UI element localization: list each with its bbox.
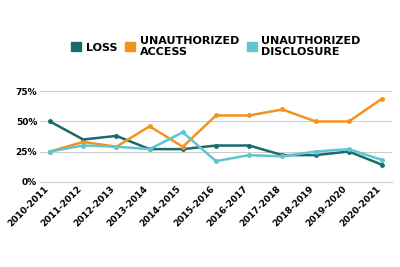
UNAUTHORIZED
ACCESS xyxy=(214,114,218,117)
UNAUTHORIZED
ACCESS xyxy=(380,97,384,100)
UNAUTHORIZED
DISCLOSURE xyxy=(247,154,252,157)
LOSS xyxy=(214,144,218,147)
LOSS xyxy=(180,147,185,151)
LOSS xyxy=(346,150,351,153)
UNAUTHORIZED
ACCESS xyxy=(247,114,252,117)
UNAUTHORIZED
ACCESS xyxy=(346,120,351,123)
UNAUTHORIZED
DISCLOSURE xyxy=(214,159,218,163)
LOSS xyxy=(114,134,119,138)
UNAUTHORIZED
DISCLOSURE xyxy=(147,147,152,151)
UNAUTHORIZED
ACCESS xyxy=(114,145,119,148)
UNAUTHORIZED
ACCESS xyxy=(180,145,185,148)
UNAUTHORIZED
ACCESS xyxy=(48,150,52,153)
UNAUTHORIZED
DISCLOSURE xyxy=(114,145,119,148)
LOSS xyxy=(280,154,285,157)
LOSS xyxy=(380,163,384,166)
UNAUTHORIZED
ACCESS xyxy=(280,108,285,111)
UNAUTHORIZED
DISCLOSURE xyxy=(346,147,351,151)
UNAUTHORIZED
DISCLOSURE xyxy=(280,155,285,158)
UNAUTHORIZED
ACCESS xyxy=(81,140,86,143)
LOSS xyxy=(48,120,52,123)
UNAUTHORIZED
ACCESS xyxy=(313,120,318,123)
Line: UNAUTHORIZED
DISCLOSURE: UNAUTHORIZED DISCLOSURE xyxy=(48,131,384,163)
Line: UNAUTHORIZED
ACCESS: UNAUTHORIZED ACCESS xyxy=(48,97,384,153)
UNAUTHORIZED
DISCLOSURE xyxy=(180,131,185,134)
LOSS xyxy=(147,147,152,151)
LOSS xyxy=(81,138,86,141)
UNAUTHORIZED
ACCESS xyxy=(147,125,152,128)
UNAUTHORIZED
DISCLOSURE xyxy=(380,158,384,162)
Line: LOSS: LOSS xyxy=(48,120,384,167)
Legend: LOSS, UNAUTHORIZED
ACCESS, UNAUTHORIZED
DISCLOSURE: LOSS, UNAUTHORIZED ACCESS, UNAUTHORIZED … xyxy=(67,32,365,62)
LOSS xyxy=(313,154,318,157)
UNAUTHORIZED
DISCLOSURE xyxy=(48,150,52,153)
LOSS xyxy=(247,144,252,147)
UNAUTHORIZED
DISCLOSURE xyxy=(81,144,86,147)
UNAUTHORIZED
DISCLOSURE xyxy=(313,150,318,153)
